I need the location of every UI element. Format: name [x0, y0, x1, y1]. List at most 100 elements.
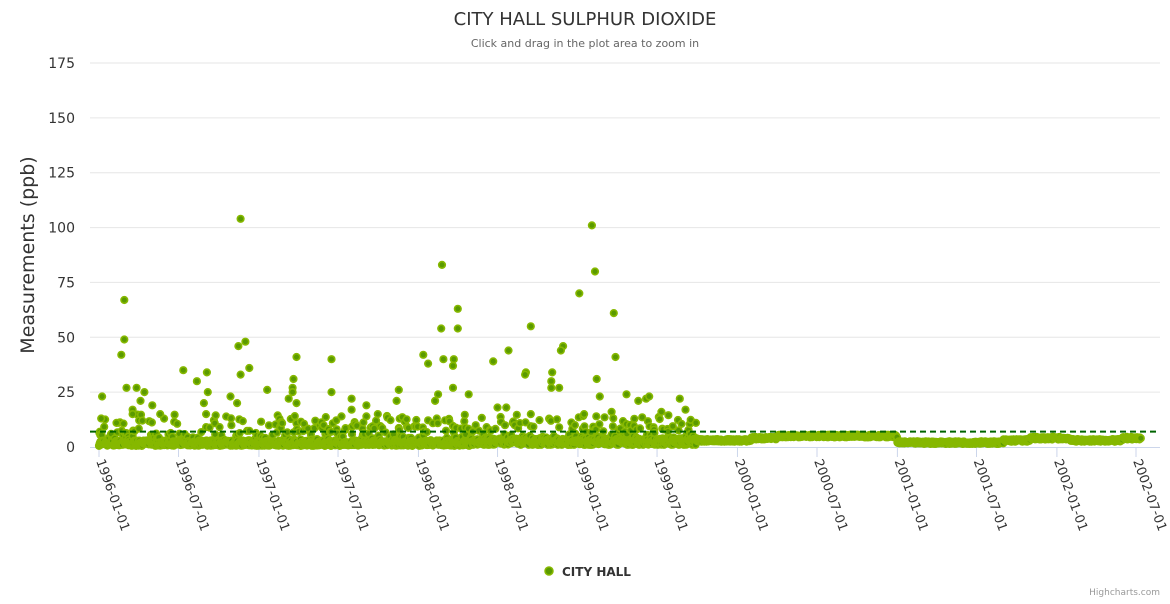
data-point[interactable] — [570, 421, 580, 430]
data-point[interactable] — [655, 414, 664, 424]
data-point[interactable] — [120, 335, 129, 344]
data-point[interactable] — [245, 363, 254, 373]
data-point[interactable] — [657, 407, 666, 417]
data-point[interactable] — [434, 390, 443, 399]
data-point[interactable] — [112, 418, 121, 428]
data-point[interactable] — [607, 407, 616, 417]
data-point[interactable] — [284, 394, 293, 403]
data-point[interactable] — [173, 419, 182, 428]
data-point[interactable] — [595, 392, 604, 401]
data-point[interactable] — [526, 322, 535, 331]
data-point[interactable] — [535, 416, 544, 425]
data-point[interactable] — [645, 392, 654, 401]
data-point[interactable] — [192, 377, 201, 386]
data-point[interactable] — [199, 399, 208, 408]
data-point[interactable] — [595, 420, 604, 429]
data-point[interactable] — [156, 410, 165, 419]
data-point[interactable] — [402, 415, 411, 424]
data-point[interactable] — [500, 421, 510, 430]
data-point[interactable] — [134, 424, 143, 433]
data-point[interactable] — [234, 342, 243, 351]
data-point[interactable] — [132, 383, 141, 392]
data-point[interactable] — [521, 418, 530, 427]
data-point[interactable] — [608, 422, 618, 431]
data-point[interactable] — [556, 346, 566, 355]
data-point[interactable] — [288, 388, 297, 397]
data-point[interactable] — [502, 403, 511, 412]
data-point[interactable] — [337, 412, 346, 421]
data-point[interactable] — [238, 417, 247, 426]
data-point[interactable] — [437, 324, 446, 333]
data-point[interactable] — [122, 383, 131, 392]
data-point[interactable] — [547, 383, 556, 392]
data-point[interactable] — [424, 359, 433, 368]
data-point[interactable] — [226, 392, 235, 401]
data-point[interactable] — [664, 411, 673, 420]
data-point[interactable] — [590, 267, 600, 276]
data-point[interactable] — [138, 416, 147, 425]
data-point[interactable] — [97, 392, 107, 401]
data-point[interactable] — [226, 414, 236, 423]
data-point[interactable] — [681, 405, 690, 414]
data-point[interactable] — [292, 352, 301, 362]
data-point[interactable] — [433, 419, 442, 428]
series-city-hall[interactable] — [94, 214, 1145, 451]
data-point[interactable] — [548, 368, 557, 377]
data-point[interactable] — [140, 388, 149, 397]
data-point[interactable] — [136, 396, 145, 406]
data-point[interactable] — [552, 415, 562, 424]
data-point[interactable] — [592, 374, 601, 384]
data-point[interactable] — [290, 412, 299, 421]
data-point[interactable] — [611, 352, 620, 362]
data-point[interactable] — [555, 383, 564, 392]
data-point[interactable] — [347, 394, 356, 403]
legend-item-city-hall[interactable]: CITY HALL — [544, 565, 631, 579]
data-point[interactable] — [493, 403, 502, 412]
data-point[interactable] — [460, 410, 469, 419]
data-point[interactable] — [236, 370, 245, 379]
data-point[interactable] — [512, 410, 521, 419]
data-point[interactable] — [677, 419, 686, 429]
data-point[interactable] — [278, 419, 287, 428]
data-point[interactable] — [120, 295, 129, 305]
data-point[interactable] — [321, 413, 330, 422]
data-point[interactable] — [386, 416, 395, 425]
data-point[interactable] — [437, 260, 447, 270]
data-point[interactable] — [529, 422, 538, 431]
data-point[interactable] — [622, 390, 631, 399]
data-point[interactable] — [609, 414, 618, 423]
data-point[interactable] — [674, 426, 683, 435]
data-point[interactable] — [419, 350, 428, 359]
data-point[interactable] — [547, 377, 556, 386]
data-point[interactable] — [600, 413, 609, 422]
data-point[interactable] — [526, 410, 535, 419]
data-point[interactable] — [205, 423, 214, 432]
data-point[interactable] — [489, 357, 498, 366]
data-point[interactable] — [1136, 434, 1145, 443]
data-point[interactable] — [373, 410, 382, 419]
data-point[interactable] — [233, 399, 242, 408]
data-point[interactable] — [236, 214, 245, 223]
data-point[interactable] — [448, 361, 458, 370]
data-point[interactable] — [638, 413, 647, 422]
data-point[interactable] — [202, 410, 211, 419]
data-point[interactable] — [412, 415, 421, 425]
data-point[interactable] — [477, 413, 486, 423]
data-point[interactable] — [453, 304, 462, 313]
data-point[interactable] — [392, 396, 401, 406]
data-point[interactable] — [117, 350, 126, 359]
data-point[interactable] — [327, 388, 336, 397]
data-point[interactable] — [347, 405, 356, 414]
data-point[interactable] — [362, 412, 371, 421]
data-point[interactable] — [97, 414, 106, 423]
data-point[interactable] — [211, 411, 220, 420]
data-point[interactable] — [257, 417, 266, 426]
data-point[interactable] — [691, 418, 701, 428]
data-point[interactable] — [575, 289, 584, 298]
data-point[interactable] — [179, 366, 188, 375]
data-point[interactable] — [215, 423, 224, 432]
data-point[interactable] — [263, 385, 272, 395]
data-point[interactable] — [128, 410, 137, 419]
data-point[interactable] — [202, 368, 211, 377]
